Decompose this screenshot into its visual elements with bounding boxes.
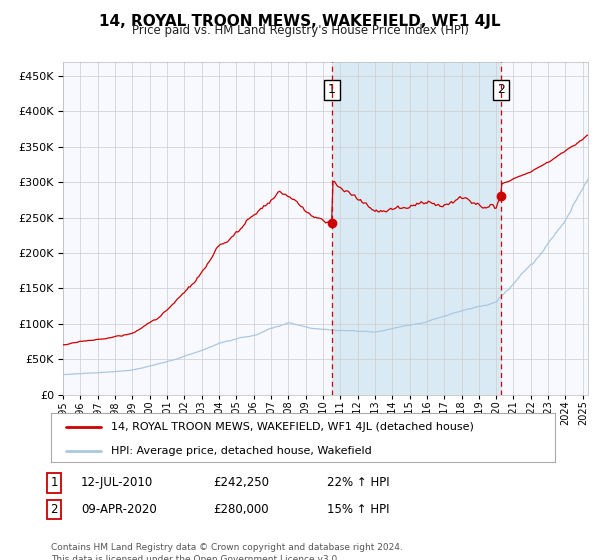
Text: Price paid vs. HM Land Registry's House Price Index (HPI): Price paid vs. HM Land Registry's House … [131,24,469,37]
Text: 09-APR-2020: 09-APR-2020 [81,503,157,516]
Text: £242,250: £242,250 [213,476,269,489]
Text: 14, ROYAL TROON MEWS, WAKEFIELD, WF1 4JL: 14, ROYAL TROON MEWS, WAKEFIELD, WF1 4JL [99,14,501,29]
Text: 1: 1 [328,83,336,96]
Text: Contains HM Land Registry data © Crown copyright and database right 2024.
This d: Contains HM Land Registry data © Crown c… [51,543,403,560]
Text: 15% ↑ HPI: 15% ↑ HPI [327,503,389,516]
Text: 1: 1 [50,476,58,489]
Bar [332,62,501,395]
Text: 12-JUL-2010: 12-JUL-2010 [81,476,153,489]
Text: 2: 2 [50,503,58,516]
Text: HPI: Average price, detached house, Wakefield: HPI: Average price, detached house, Wake… [112,446,372,456]
Text: 2: 2 [497,83,505,96]
Text: 22% ↑ HPI: 22% ↑ HPI [327,476,389,489]
Text: 14, ROYAL TROON MEWS, WAKEFIELD, WF1 4JL (detached house): 14, ROYAL TROON MEWS, WAKEFIELD, WF1 4JL… [112,422,475,432]
Text: £280,000: £280,000 [213,503,269,516]
